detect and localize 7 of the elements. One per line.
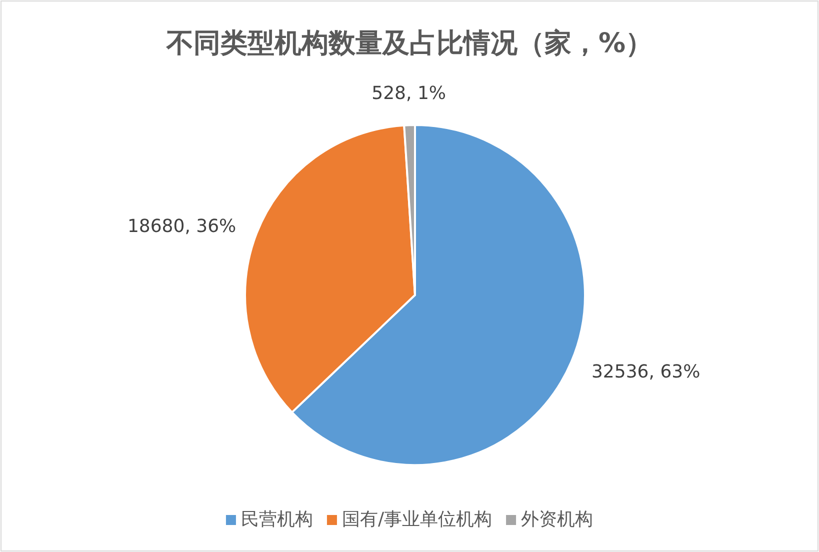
legend-label: 外资机构 bbox=[521, 509, 594, 530]
data-label: 18680, 36% bbox=[127, 216, 236, 238]
data-label: 32536, 63% bbox=[592, 362, 700, 383]
legend-label: 民营机构 bbox=[240, 509, 313, 530]
chart-title: 不同类型机构数量及占比情况（家，%） bbox=[165, 28, 653, 59]
data-label: 528, 1% bbox=[372, 83, 446, 104]
legend-label: 国有/事业单位机构 bbox=[342, 509, 492, 530]
